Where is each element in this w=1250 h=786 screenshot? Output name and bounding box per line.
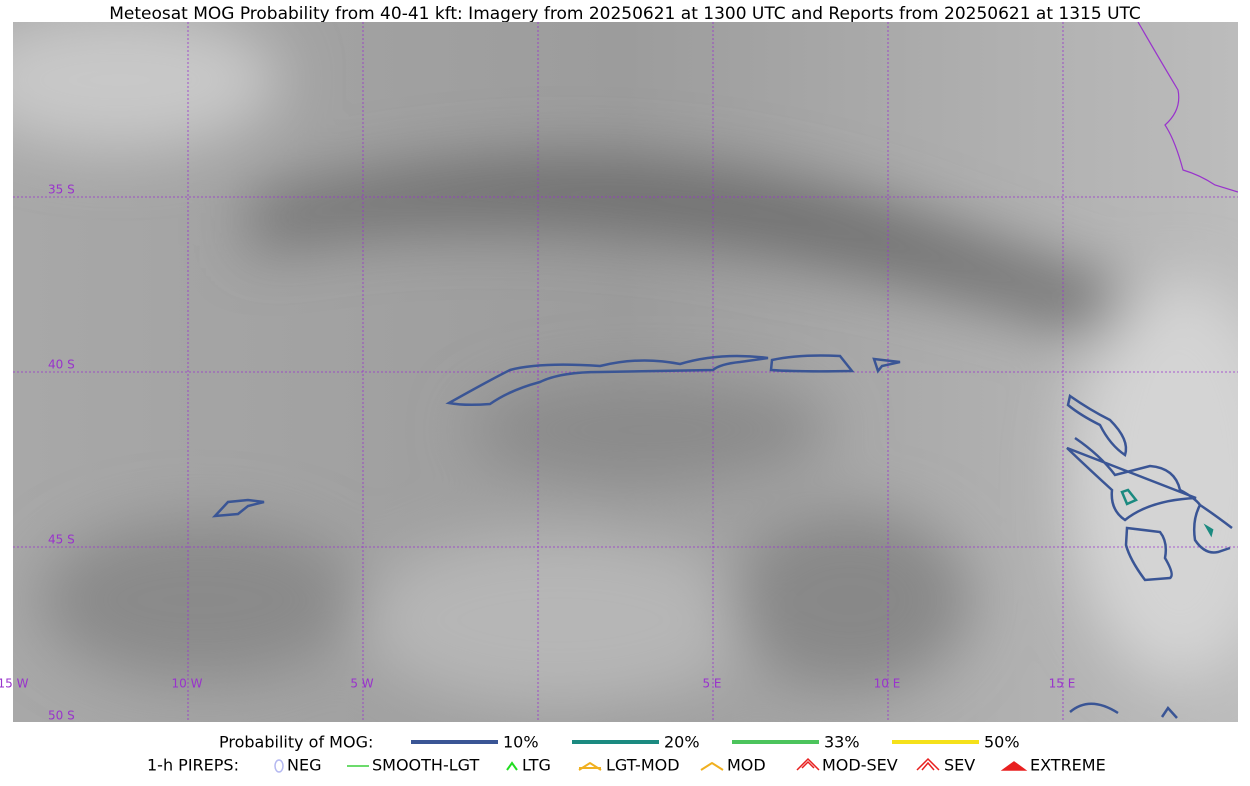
pirep-label: NEG [287, 756, 321, 775]
legend-label: 50% [984, 733, 1020, 752]
pireps-title: 1-h PIREPS: [147, 756, 239, 775]
lat-label: 50 S [48, 709, 75, 723]
lat-labels: 35 S 40 S 45 S 50 S [48, 183, 75, 723]
lon-label: 5 E [702, 677, 721, 691]
legend-title: Probability of MOG: [219, 733, 373, 752]
legend-label: 33% [824, 733, 860, 752]
lon-label: 10 W [172, 677, 203, 691]
lat-label: 40 S [48, 358, 75, 372]
pirep-icon [916, 757, 940, 771]
lon-labels: 15 W 10 W 5 W 5 E 10 E 15 E [0, 677, 1075, 691]
pirep-label: EXTREME [1030, 756, 1106, 775]
pirep-icon [796, 757, 820, 771]
lat-label: 45 S [48, 533, 75, 547]
pirep-label: SMOOTH-LGT [372, 756, 479, 775]
pirep-icon [1000, 761, 1028, 771]
lon-label: 5 W [350, 677, 373, 691]
title: Meteosat MOG Probability from 40-41 kft:… [109, 4, 1141, 24]
pirep-icon [274, 759, 284, 773]
lon-label: 10 E [874, 677, 901, 691]
lat-label: 35 S [48, 183, 75, 197]
legend-label: 10% [503, 733, 539, 752]
pirep-label: MOD-SEV [822, 756, 898, 775]
legend-label: 20% [664, 733, 700, 752]
pirep-label: LGT-MOD [606, 756, 680, 775]
pirep-label: SEV [944, 756, 975, 775]
pirep-icon [700, 761, 724, 771]
pirep-icon [506, 761, 518, 771]
pirep-icon [578, 761, 602, 771]
lon-label: 15 W [0, 677, 29, 691]
satellite-image [13, 22, 1238, 722]
pirep-label: MOD [727, 756, 766, 775]
pirep-label: LTG [522, 756, 551, 775]
lon-label: 15 E [1049, 677, 1076, 691]
